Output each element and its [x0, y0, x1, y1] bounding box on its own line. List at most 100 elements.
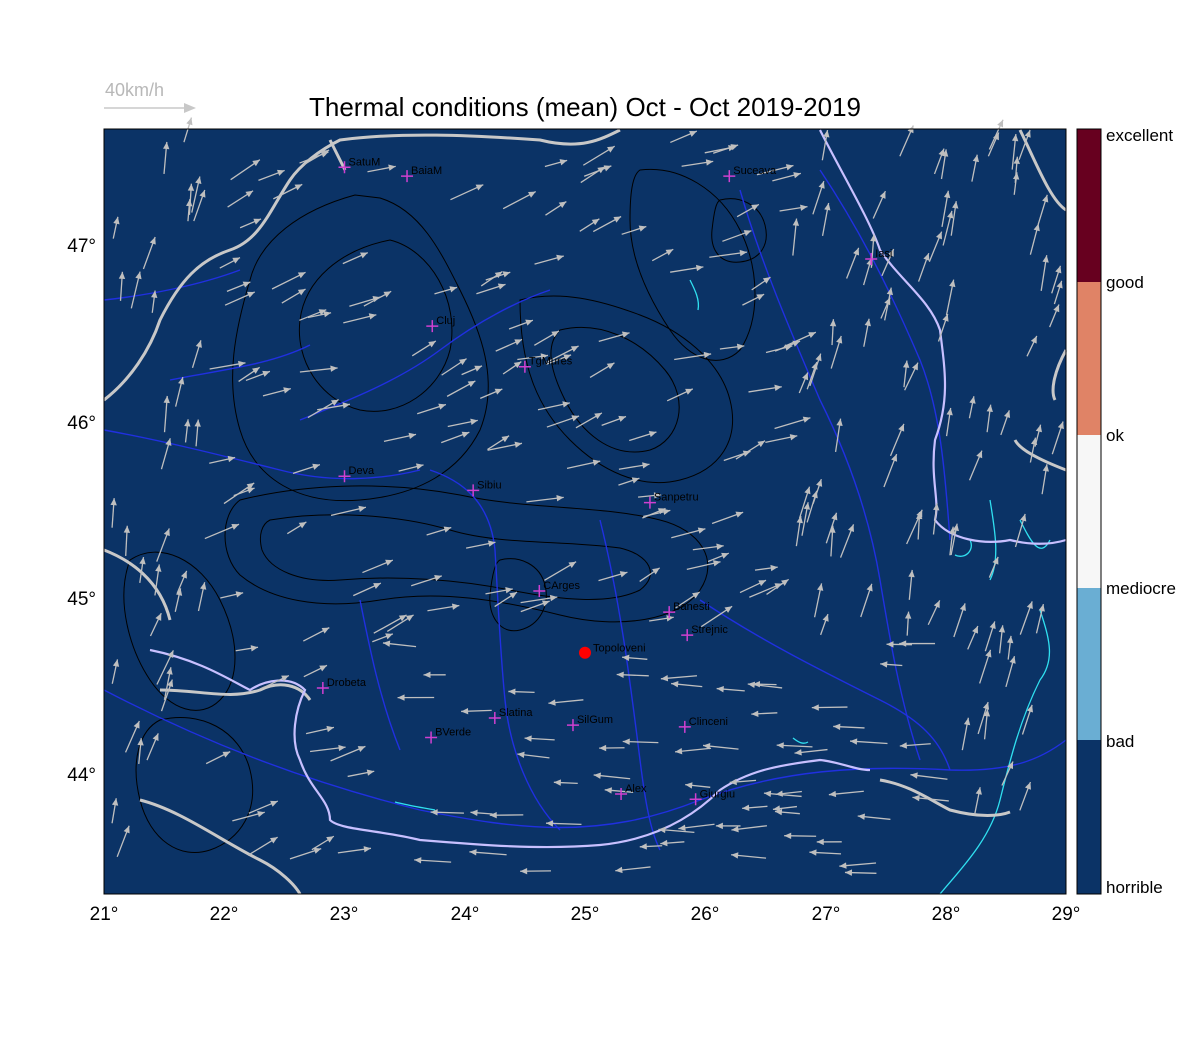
wind-arrow-head — [488, 540, 496, 547]
wind-arrow-head — [363, 846, 371, 853]
wind-arrow-head — [338, 744, 346, 752]
wind-arrow-head — [458, 358, 467, 366]
wind-arrow-head — [152, 733, 159, 742]
station-cross-icon — [723, 170, 736, 183]
wind-arrow-head — [952, 523, 959, 532]
wind-arrow-head — [969, 396, 976, 404]
wind-arrow-head — [866, 583, 873, 592]
wind-arrow-head — [1009, 656, 1016, 664]
wind-arrow-head — [405, 614, 414, 622]
station-cross-icon — [316, 682, 329, 695]
wind-arrow-head — [983, 709, 991, 717]
wind-arrow-head — [110, 498, 117, 506]
wind-arrow-head — [123, 825, 130, 834]
wind-arrow-head — [607, 146, 615, 153]
wind-arrow-head — [975, 787, 982, 795]
wind-arrow-head — [809, 849, 817, 856]
colorbar-segment-horrible — [1077, 740, 1101, 894]
wind-arrow-head — [513, 361, 522, 369]
wind-arrow-head — [469, 849, 477, 856]
wind-arrow-head — [232, 257, 241, 264]
wind-arrow-head — [428, 340, 436, 348]
wind-arrow-head — [545, 820, 554, 827]
wind-arrow-head — [373, 583, 381, 589]
wind-arrow-head — [784, 832, 792, 840]
wind-arrow-head — [556, 495, 564, 502]
wind-arrow-head — [155, 613, 162, 621]
wind-arrow-head — [553, 779, 561, 786]
station-marker: BaiaM — [401, 165, 442, 183]
wind-arrow-head — [997, 119, 1004, 128]
wind-scale-arrow — [104, 103, 196, 113]
wind-arrow-head — [548, 699, 556, 706]
colorbar-segment-good — [1077, 129, 1101, 282]
wind-arrow-head — [853, 247, 860, 256]
wind-arrow-head — [283, 387, 291, 394]
wind-arrow-head — [1012, 172, 1020, 180]
map-title: Thermal conditions (mean) Oct - Oct 2019… — [308, 92, 862, 122]
wind-arrow-head — [619, 571, 628, 578]
wind-arrow-head — [946, 407, 953, 416]
wind-arrow-head — [593, 772, 601, 779]
wind-arrow-head — [770, 564, 778, 572]
wind-arrow-head — [982, 702, 990, 710]
wind-arrow-head — [461, 431, 470, 438]
station-marker: Alex — [615, 783, 647, 800]
station-cross-icon — [865, 253, 878, 266]
wind-arrow-head — [524, 735, 532, 742]
highlight-label: Topoloveni — [593, 643, 646, 655]
wind-arrow-head — [501, 435, 510, 443]
wind-arrow-head — [385, 633, 393, 640]
wind-arrow-head — [899, 742, 908, 749]
wind-arrow-head — [591, 218, 600, 226]
wind-arrow-head — [785, 164, 794, 171]
station-label: Cluj — [436, 315, 455, 327]
wind-arrow-head — [829, 319, 837, 327]
wind-arrow-head — [414, 857, 422, 864]
wind-arrow-head — [949, 526, 956, 535]
wind-arrow-head — [165, 438, 172, 446]
colorbar-frame — [1076, 128, 1102, 895]
station-cross-icon — [425, 731, 438, 744]
wind-arrow-head — [1024, 782, 1031, 790]
wind-arrow-head — [1007, 761, 1014, 770]
lat-tick-47: 47° — [67, 236, 96, 257]
wind-arrow-head — [936, 231, 942, 240]
station-label: Banesti — [673, 601, 710, 613]
wind-arrow-head — [794, 749, 802, 756]
wind-arrow-head — [1011, 134, 1019, 142]
wind-arrow-head — [568, 561, 577, 569]
wind-arrow-head — [603, 165, 612, 172]
highlight-station: Topoloveni — [579, 643, 646, 659]
wind-arrow-head — [916, 509, 923, 518]
lon-tick-27: 27° — [811, 904, 841, 925]
wind-arrow-head — [528, 191, 536, 198]
wind-arrow-head — [705, 159, 714, 166]
wind-arrow-head — [298, 521, 307, 529]
station-cross-icon — [338, 161, 351, 174]
wind-arrow-head — [652, 567, 660, 575]
wind-arrow-head — [245, 190, 254, 198]
wind-arrow-head — [238, 360, 246, 368]
wind-arrow-head — [372, 296, 381, 303]
wind-arrow-head — [731, 825, 739, 833]
highlight-dot — [579, 646, 591, 659]
wind-arrow-head — [151, 290, 158, 298]
wind-arrow-head — [1007, 635, 1014, 644]
colorbar-label-horrible: horrible — [1106, 878, 1163, 897]
wind-arrow-head — [281, 675, 289, 682]
wind-arrow-head — [180, 570, 187, 579]
wind-arrow-head — [155, 564, 162, 572]
wind-arrow-head — [1042, 194, 1049, 203]
station-cross-icon — [338, 470, 351, 483]
wind-arrow-head — [312, 463, 320, 470]
station-marker: Cluj — [426, 315, 455, 333]
wind-arrow-head — [695, 264, 704, 272]
station-label: Giurgiu — [700, 788, 735, 800]
wind-arrow-head — [886, 641, 894, 648]
wind-arrow-head — [638, 225, 647, 232]
station-marker: CArges — [533, 580, 580, 597]
station-marker: Giurgiu — [689, 788, 735, 806]
wind-arrow-head — [662, 508, 671, 516]
wind-arrow-head — [642, 462, 650, 469]
